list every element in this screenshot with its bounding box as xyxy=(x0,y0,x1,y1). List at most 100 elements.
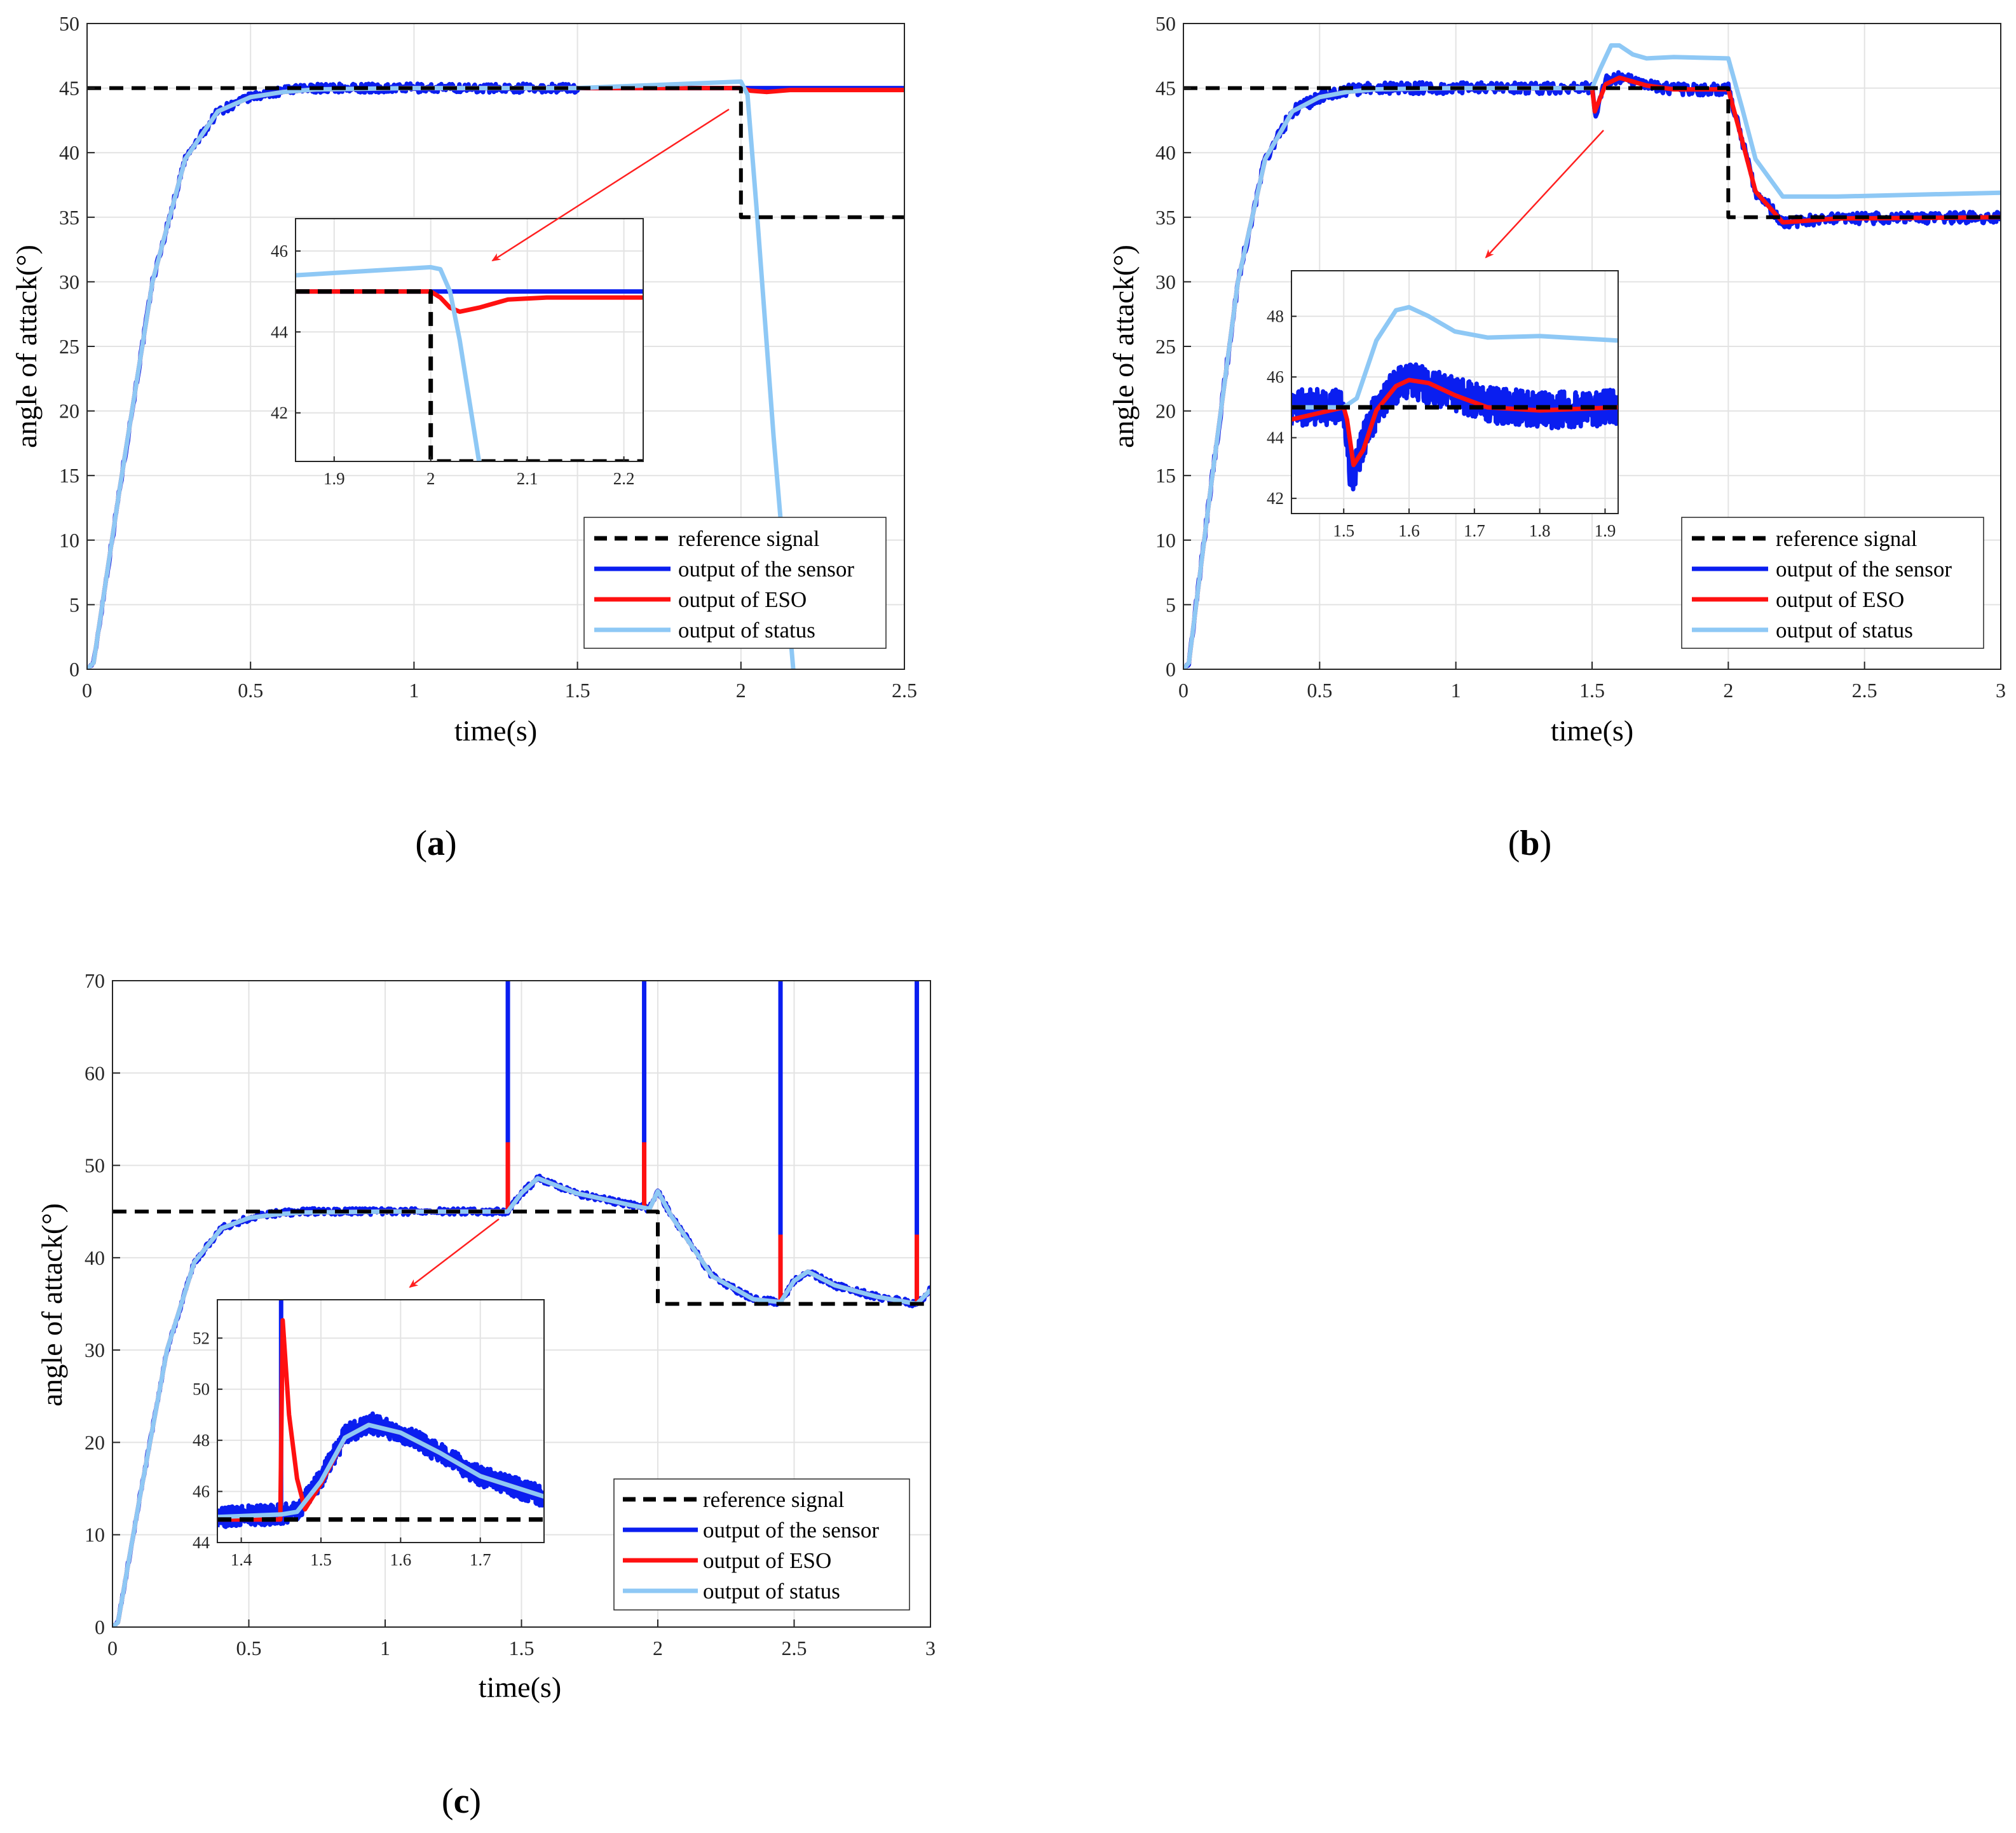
y-tick-label: 40 xyxy=(59,141,79,164)
x-tick-label: 2 xyxy=(653,1637,663,1659)
inset-x-tick-label: 2.1 xyxy=(517,469,538,488)
x-tick-label: 0.5 xyxy=(1307,679,1332,702)
inset-y-tick-label: 42 xyxy=(1267,489,1284,508)
y-tick-label: 15 xyxy=(1155,464,1176,487)
series-line-status xyxy=(87,79,796,669)
x-tick-label: 1.5 xyxy=(565,679,590,702)
y-tick-label: 35 xyxy=(59,206,79,229)
legend-label-reference-b: reference signal xyxy=(1776,526,1917,551)
panel-label-a-close: ) xyxy=(445,824,457,863)
inset-series-line-eso xyxy=(1291,378,1618,468)
y-tick-label: 70 xyxy=(85,969,105,992)
inset-series-b xyxy=(1291,304,1618,492)
series-c xyxy=(112,981,930,1627)
inset-y-tick-label: 46 xyxy=(271,242,288,261)
inset-series-line-status xyxy=(217,1422,544,1520)
x-tick-label: 2 xyxy=(1723,679,1733,702)
y-tick-label: 25 xyxy=(59,335,79,358)
y-tick-label: 50 xyxy=(59,12,79,35)
legend-box-c xyxy=(613,1478,910,1611)
inset-x-tick-label: 2.2 xyxy=(613,469,635,488)
inset-x-tick-label: 1.7 xyxy=(1464,521,1485,540)
series-a xyxy=(87,79,904,669)
inset-x-tick-label: 1.5 xyxy=(1333,521,1354,540)
y-tick-label: 40 xyxy=(1155,141,1176,164)
x-tick-label: 1.5 xyxy=(509,1637,535,1659)
inset-b: 1.5 1.6 1.7 1.8 1.9 42 44 46 48 xyxy=(1267,270,1619,540)
legend-label-status-a: output of status xyxy=(678,618,815,643)
inset-y-tick-label: 42 xyxy=(271,404,288,423)
inset-y-tick-label: 48 xyxy=(193,1431,210,1450)
legend-label-eso-c: output of ESO xyxy=(703,1548,831,1573)
chart-panel-a: 0 0.5 1 1.5 2 2.5 0 5 10 15 20 25 30 35 40 45 50 time(s)… xyxy=(10,12,917,863)
x-tick-label: 1 xyxy=(380,1637,390,1659)
panel-label-c: (c) xyxy=(442,1782,481,1821)
y-tick-label: 25 xyxy=(1155,335,1176,358)
y-tick-label: 40 xyxy=(85,1246,105,1269)
x-axis-label-c: time(s) xyxy=(479,1671,561,1703)
y-tick-label: 20 xyxy=(59,400,79,423)
zoom-arrow-a xyxy=(491,108,730,262)
y-tick-label: 50 xyxy=(85,1154,105,1177)
inset-series-line-reference xyxy=(296,289,643,461)
inset-y-tick-label: 52 xyxy=(193,1328,210,1347)
inset-y-tick-label: 46 xyxy=(1267,367,1284,386)
x-tick-label: 1 xyxy=(1451,679,1461,702)
inset-frame-b xyxy=(1291,270,1619,514)
x-tick-label: 0 xyxy=(1178,679,1188,702)
series-b xyxy=(1183,43,2001,669)
inset-ticks-a: 1.9 2 2.1 2.2 42 44 46 xyxy=(271,242,634,488)
legend-b: reference signal output of the sensor ou… xyxy=(1681,517,1984,649)
inset-y-tick-label: 44 xyxy=(193,1533,210,1552)
y-tick-label: 30 xyxy=(1155,270,1176,293)
series-line-sensor xyxy=(87,81,904,669)
legend-label-sensor-b: output of the sensor xyxy=(1776,557,1952,582)
y-axis-label-b: angle of attack(°) xyxy=(1107,245,1140,448)
inset-x-tick-label: 2 xyxy=(426,469,435,488)
series-line-reference xyxy=(87,86,904,219)
legend-label-reference-a: reference signal xyxy=(678,526,820,551)
panel-label-b-letter: b xyxy=(1520,824,1539,863)
legend-label-sensor-a: output of the sensor xyxy=(678,557,854,582)
x-tick-label: 0.5 xyxy=(236,1637,262,1659)
inset-plot-area-a xyxy=(296,219,643,461)
series-line-reference xyxy=(1183,86,2001,219)
inset-frame-c xyxy=(217,1299,545,1543)
series-line-status xyxy=(1183,43,2001,669)
legend-label-eso-b: output of ESO xyxy=(1776,587,1904,612)
legend-c: reference signal output of the sensor ou… xyxy=(613,1478,910,1611)
inset-ticks-c: 1.4 1.5 1.6 1.7 44 46 48 50 52 xyxy=(193,1328,491,1569)
x-tick-label: 2.5 xyxy=(1852,679,1877,702)
inset-y-tick-label: 46 xyxy=(193,1482,210,1501)
panel-label-b-open: ( xyxy=(1508,824,1520,863)
inset-x-tick-label: 1.4 xyxy=(231,1550,252,1569)
inset-series-line-status xyxy=(1291,304,1618,410)
y-tick-label: 0 xyxy=(95,1616,105,1639)
legend-label-status-b: output of status xyxy=(1776,618,1913,643)
inset-x-tick-label: 1.9 xyxy=(324,469,345,488)
panel-label-b-close: ) xyxy=(1540,824,1552,863)
x-tick-label: 0 xyxy=(82,679,92,702)
x-tick-label: 0.5 xyxy=(238,679,263,702)
panel-label-a-letter: a xyxy=(427,824,445,863)
inset-ticks-b: 1.5 1.6 1.7 1.8 1.9 42 44 46 48 xyxy=(1267,307,1616,540)
panel-label-b: (b) xyxy=(1508,824,1551,863)
y-tick-label: 30 xyxy=(59,270,79,293)
y-axis-label-a: angle of attack(°) xyxy=(10,245,43,448)
x-tick-label: 2 xyxy=(736,679,746,702)
legend-box-a xyxy=(583,517,887,649)
zoom-arrow-c xyxy=(409,1218,500,1288)
y-tick-label: 0 xyxy=(1166,658,1176,681)
x-tick-label: 2.5 xyxy=(892,679,917,702)
x-tick-label: 2.5 xyxy=(782,1637,807,1659)
inset-frame-a xyxy=(295,218,644,462)
y-axis-label-c: angle of attack(°) xyxy=(36,1203,68,1407)
y-tick-label: 5 xyxy=(1166,593,1176,616)
inset-c: 1.4 1.5 1.6 1.7 44 46 48 50 52 xyxy=(193,1299,545,1569)
y-tick-label: 50 xyxy=(1155,12,1176,35)
y-tick-label: 5 xyxy=(69,593,79,616)
